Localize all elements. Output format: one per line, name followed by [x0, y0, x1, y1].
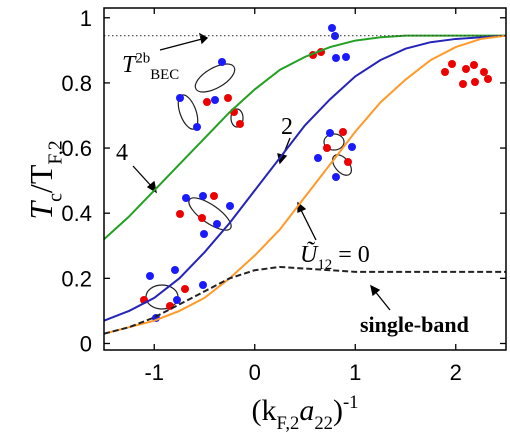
x-axis-label-part: a — [299, 394, 314, 427]
annotation-part: BEC — [150, 67, 179, 83]
annotation: 2 — [281, 114, 293, 140]
annotation: 4 — [116, 140, 128, 166]
y-tick-label: 0.6 — [61, 136, 92, 161]
annotation-part: 2 — [281, 114, 293, 140]
x-axis-label-part: -1 — [343, 392, 359, 413]
x-tick-label: 0 — [249, 360, 261, 385]
annotation: T2bBEC — [122, 50, 179, 83]
x-tick-label: 1 — [349, 360, 361, 385]
x-axis-label-part: (k — [252, 394, 277, 427]
x-axis-label-part: F,2 — [277, 413, 300, 434]
annotation-part: 4 — [116, 140, 128, 166]
y-tick-label: 1 — [80, 6, 92, 31]
x-axis-label-part: 22 — [314, 413, 333, 434]
annotation: Ũ12 = 0 — [300, 241, 370, 273]
y-axis-label: Tc/TF,2 — [23, 140, 67, 219]
series-line — [103, 34, 507, 335]
series-line — [103, 34, 507, 322]
x-tick-label: -1 — [144, 360, 164, 385]
x-tick-label: 2 — [450, 360, 462, 385]
y-axis-label-part: T — [23, 200, 59, 220]
y-axis-label-part: /T — [23, 164, 59, 193]
annotation-part: 12 — [317, 257, 332, 273]
x-axis-label-part: ) — [333, 394, 343, 427]
y-tick-label: 0.2 — [61, 266, 92, 291]
annotation: single-band — [360, 312, 469, 337]
y-tick-label: 0.4 — [61, 201, 92, 226]
annotation-part: Ũ — [300, 241, 319, 268]
annotation-part: single-band — [360, 312, 469, 337]
annotation-part: 2b — [135, 50, 150, 66]
y-tick-label: 0.8 — [61, 71, 92, 96]
x-axis-label: (kF,2a22)-1 — [252, 392, 359, 434]
particle-dots — [140, 24, 492, 322]
annotation-part: = 0 — [332, 242, 370, 268]
annotation-part: T — [122, 52, 137, 78]
plot-frame — [103, 7, 507, 351]
y-axis-label-part: c — [45, 193, 67, 202]
y-axis-label-part: F,2 — [45, 140, 67, 164]
y-tick-label: 0 — [80, 331, 92, 356]
series-line — [103, 34, 506, 240]
